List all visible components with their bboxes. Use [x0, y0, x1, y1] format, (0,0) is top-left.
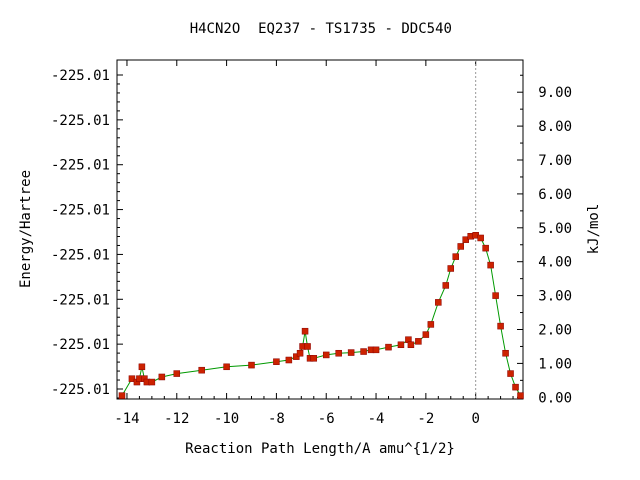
x-tick-label: -14: [114, 411, 139, 427]
data-point: [492, 292, 499, 299]
y2-tick-label: 9.00: [538, 85, 572, 101]
series-markers: [118, 232, 524, 399]
y-tick-label: -225.01: [51, 292, 110, 308]
data-point: [512, 383, 519, 391]
y2-tick-label: 3.00: [538, 289, 572, 305]
data-point: [322, 351, 330, 359]
x-tick-label: -8: [268, 411, 285, 427]
data-point: [477, 234, 484, 242]
x-tick-label: -2: [417, 411, 434, 427]
data-point: [293, 353, 300, 360]
data-point: [304, 343, 311, 350]
y-left-axis: -225.01 -225.01 -225.01 -225.01 -225.01 -225.…: [51, 68, 123, 399]
y2-tick-label: 8.00: [538, 119, 572, 135]
y-tick-label: -225.01: [51, 337, 110, 353]
data-point: [310, 355, 318, 362]
y-right-axis: 0.00 1.00 2.00 3.00 4.00 5.00 6.00 7.00 8.00 9.00: [517, 74, 572, 406]
data-point: [118, 392, 126, 399]
data-point: [173, 370, 181, 377]
data-point: [397, 341, 405, 349]
data-point: [273, 358, 280, 365]
data-point: [128, 375, 136, 382]
data-point: [422, 331, 430, 338]
data-point: [487, 261, 494, 269]
y2-tick-label: 7.00: [538, 153, 572, 169]
data-point: [435, 299, 442, 306]
y-tick-label: -225.01: [51, 382, 110, 398]
data-point: [502, 349, 509, 357]
data-point: [360, 348, 367, 355]
y-axis-label: Energy/Hartree: [18, 170, 34, 288]
y-tick-label: -225.01: [51, 158, 110, 174]
y2-tick-label: 5.00: [538, 221, 572, 237]
y2-tick-label: 4.00: [538, 255, 572, 271]
data-point: [415, 338, 422, 345]
plot-frame: [116, 59, 524, 400]
data-point: [198, 366, 205, 374]
y2-axis-label: kJ/mol: [586, 204, 602, 255]
data-point: [372, 346, 380, 354]
data-point: [385, 343, 392, 351]
data-point: [442, 282, 450, 289]
data-point: [452, 253, 459, 260]
y2-tick-label: 6.00: [538, 187, 572, 203]
chart-title-part-2: EQ237 - TS1735 - DDC540: [258, 21, 452, 37]
data-point: [462, 236, 469, 243]
data-point: [507, 370, 514, 377]
data-point: [427, 321, 435, 328]
data-point: [296, 349, 304, 357]
data-point: [407, 341, 415, 349]
data-point: [301, 327, 309, 335]
data-point: [457, 243, 464, 250]
data-point: [497, 322, 504, 330]
data-point: [148, 378, 156, 386]
x-tick-label: -6: [318, 411, 335, 427]
data-point: [347, 349, 355, 356]
data-point: [482, 244, 489, 252]
y-tick-label: -225.01: [51, 113, 110, 129]
data-point: [223, 363, 230, 371]
x-axis: -14 -12 -10 -8 -6 -4 -2 0: [114, 60, 514, 427]
x-tick-label: -12: [164, 411, 189, 427]
data-point: [517, 392, 524, 399]
data-point: [285, 356, 293, 364]
x-tick-label: -10: [214, 411, 239, 427]
x-axis-label: Reaction Path Length/A amu^{1/2}: [185, 441, 455, 457]
data-point: [248, 361, 255, 369]
data-point: [158, 373, 166, 381]
data-point: [138, 363, 146, 371]
chart-title-part-1: H4CN2O: [190, 21, 241, 37]
data-point: [335, 349, 342, 357]
y-tick-label: -225.01: [51, 247, 110, 263]
y2-tick-label: 1.00: [538, 356, 572, 372]
x-tick-label: -4: [368, 411, 385, 427]
x-tick-label: 0: [471, 411, 479, 427]
y2-tick-label: 0.00: [538, 390, 572, 406]
y-tick-label: -225.01: [51, 203, 110, 219]
series-line: [121, 234, 521, 396]
y-tick-label: -225.01: [51, 68, 110, 84]
data-point: [447, 265, 455, 272]
y2-tick-label: 2.00: [538, 323, 572, 339]
